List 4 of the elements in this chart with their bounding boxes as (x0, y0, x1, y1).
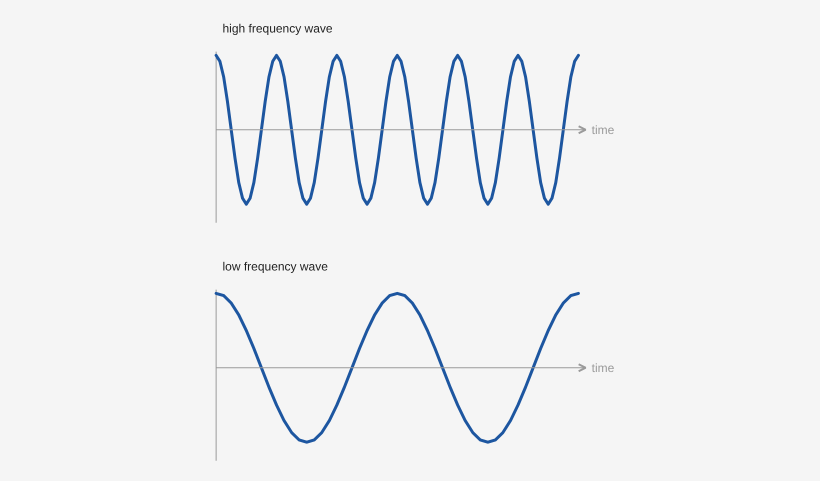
x-axis-title: time (592, 360, 615, 375)
chart-title: high frequency wave (222, 22, 333, 36)
x-axis-title: time (592, 122, 615, 137)
chart-title: low frequency wave (222, 260, 328, 274)
